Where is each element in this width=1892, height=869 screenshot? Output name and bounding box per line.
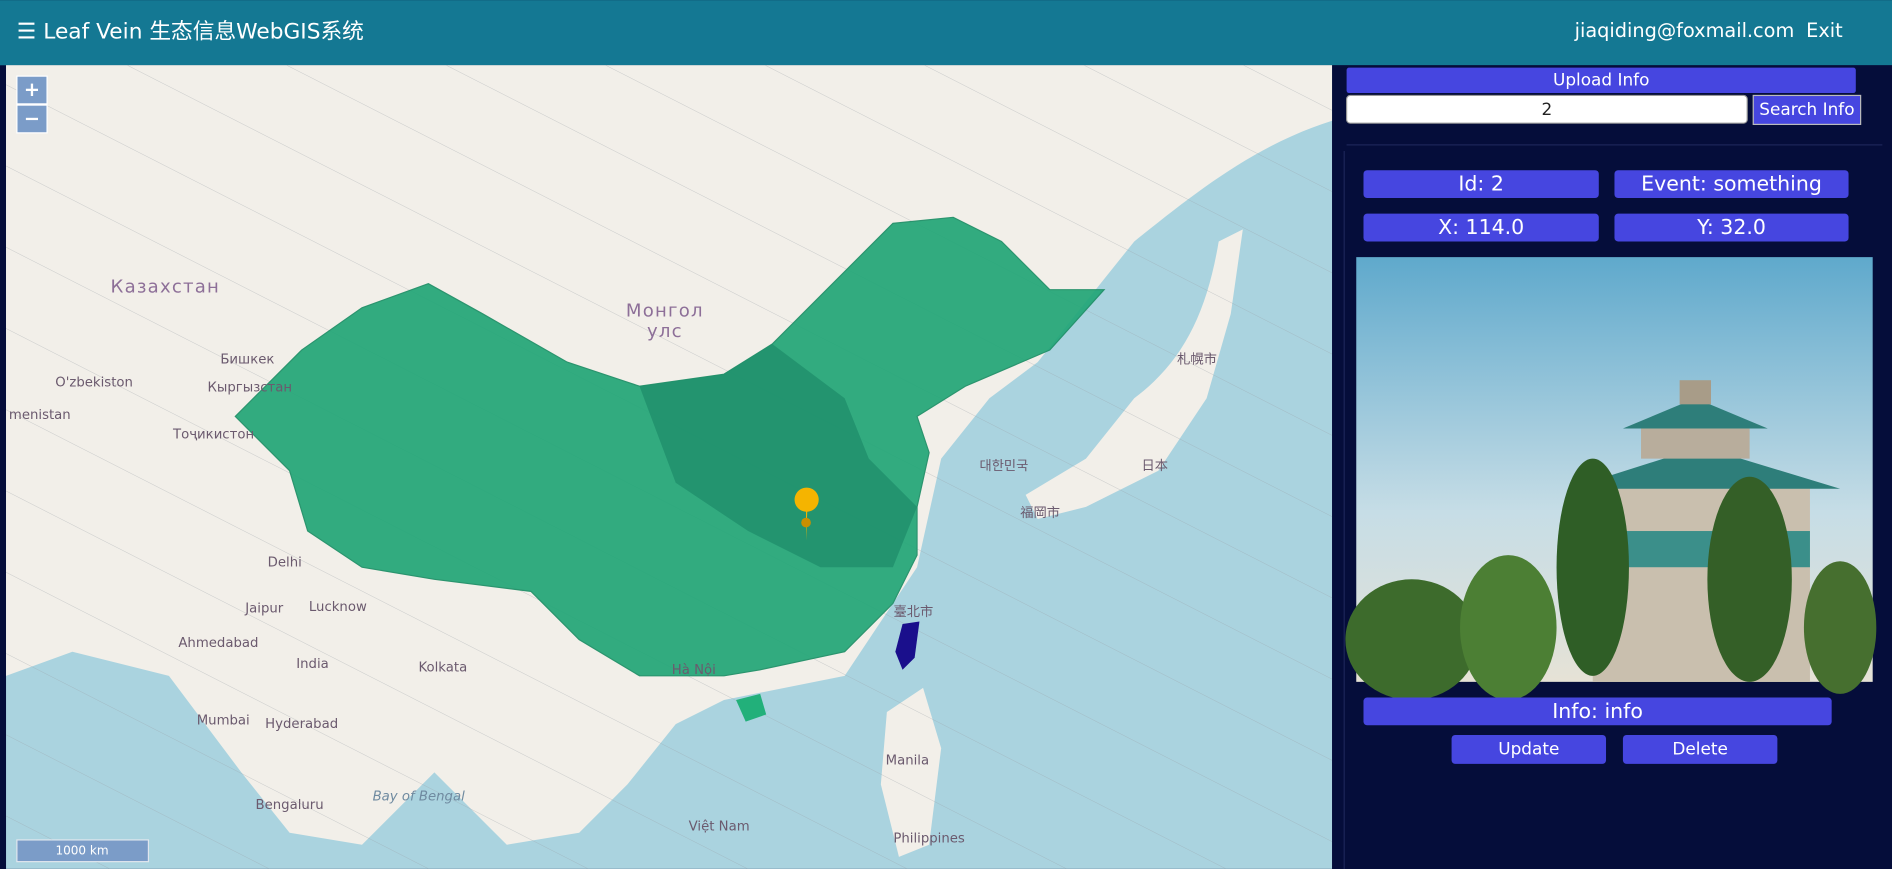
tree [1460, 555, 1557, 700]
marker-dot [801, 517, 811, 528]
event-field [1614, 170, 1849, 198]
photo [1345, 257, 1877, 700]
upload-label[interactable]: Upload Info [1553, 69, 1649, 89]
upload-button[interactable] [1346, 67, 1856, 94]
tree [1556, 458, 1629, 676]
map-label: Mumbai [197, 713, 250, 728]
map-label: Bay of Bengal [373, 789, 466, 804]
tower [1641, 422, 1750, 459]
central-region[interactable] [639, 344, 918, 568]
roof [1568, 446, 1841, 489]
info-text: Info: info [1552, 699, 1643, 723]
map-label: 札幌市 [1177, 351, 1217, 368]
x-text: X: 114.0 [1438, 215, 1524, 239]
map-label: Manila [886, 753, 929, 768]
search-button[interactable] [1752, 94, 1862, 125]
info-field [1363, 697, 1832, 726]
map-label: 福岡市 [1020, 504, 1060, 521]
tree [1707, 476, 1792, 682]
search-value[interactable]: 2 [1542, 99, 1553, 119]
update-label[interactable]: Update [1498, 738, 1559, 758]
map-label: 대한민국 [980, 458, 1029, 474]
id-text: Id: 2 [1458, 172, 1504, 196]
exit-link[interactable]: Exit [1806, 19, 1843, 42]
map-label: улс [647, 321, 683, 342]
map-label: Bengaluru [255, 798, 323, 813]
y-field [1614, 213, 1849, 242]
map-label: menistan [9, 408, 71, 423]
map-label: Бишкек [220, 353, 274, 368]
x-field [1363, 213, 1599, 242]
map-label: Việt Nam [689, 819, 750, 835]
map-label: Монгол [626, 300, 704, 321]
zoom-out-label[interactable]: − [24, 107, 40, 130]
tree [1345, 579, 1479, 700]
map[interactable]: Казахстан Монгол улс Бишкек O'zbekiston … [6, 65, 1333, 869]
map-label: Delhi [268, 555, 302, 570]
map-label: Lucknow [309, 600, 367, 615]
update-button[interactable] [1451, 734, 1607, 764]
zoom-in-button[interactable] [16, 75, 48, 105]
taiwan[interactable] [895, 621, 920, 670]
location-marker[interactable] [794, 487, 819, 541]
user-email[interactable]: jiaqiding@foxmail.com [1574, 19, 1795, 42]
map-label: Казахстан [111, 276, 221, 297]
map-label: Kolkata [418, 660, 467, 675]
id-field [1363, 170, 1599, 198]
y-text: Y: 32.0 [1696, 215, 1766, 239]
map-label: Ahmedabad [178, 636, 258, 651]
map-label: India [296, 657, 329, 672]
hainan[interactable] [736, 693, 767, 722]
map-label: Кыргызстан [207, 380, 292, 395]
header-bar [0, 0, 1892, 66]
map-label: 日本 [1141, 458, 1168, 474]
map-label: Hà Nội [672, 662, 716, 678]
map-label: Hyderabad [265, 717, 338, 732]
zoom-in-label[interactable]: + [24, 78, 40, 101]
event-text: Event: something [1641, 172, 1822, 196]
scale-bar [16, 839, 150, 863]
map-label: 臺北市 [894, 603, 934, 620]
delete-label[interactable]: Delete [1672, 738, 1727, 758]
map-label: Тоҷикистон [172, 428, 254, 443]
roof [1622, 398, 1768, 429]
search-label[interactable]: Search Info [1759, 99, 1854, 119]
map-label: O'zbekiston [55, 376, 133, 391]
search-input[interactable] [1345, 94, 1748, 124]
app-title: ☰ Leaf Vein 生态信息WebGIS系统 [17, 20, 364, 45]
map-label: Jaipur [244, 601, 284, 616]
map-label: Philippines [893, 832, 965, 847]
scale-label: 1000 km [55, 843, 108, 857]
tower-top [1679, 380, 1712, 405]
tree [1803, 561, 1877, 694]
delete-button[interactable] [1622, 734, 1778, 764]
zoom-out-button[interactable] [16, 104, 48, 134]
